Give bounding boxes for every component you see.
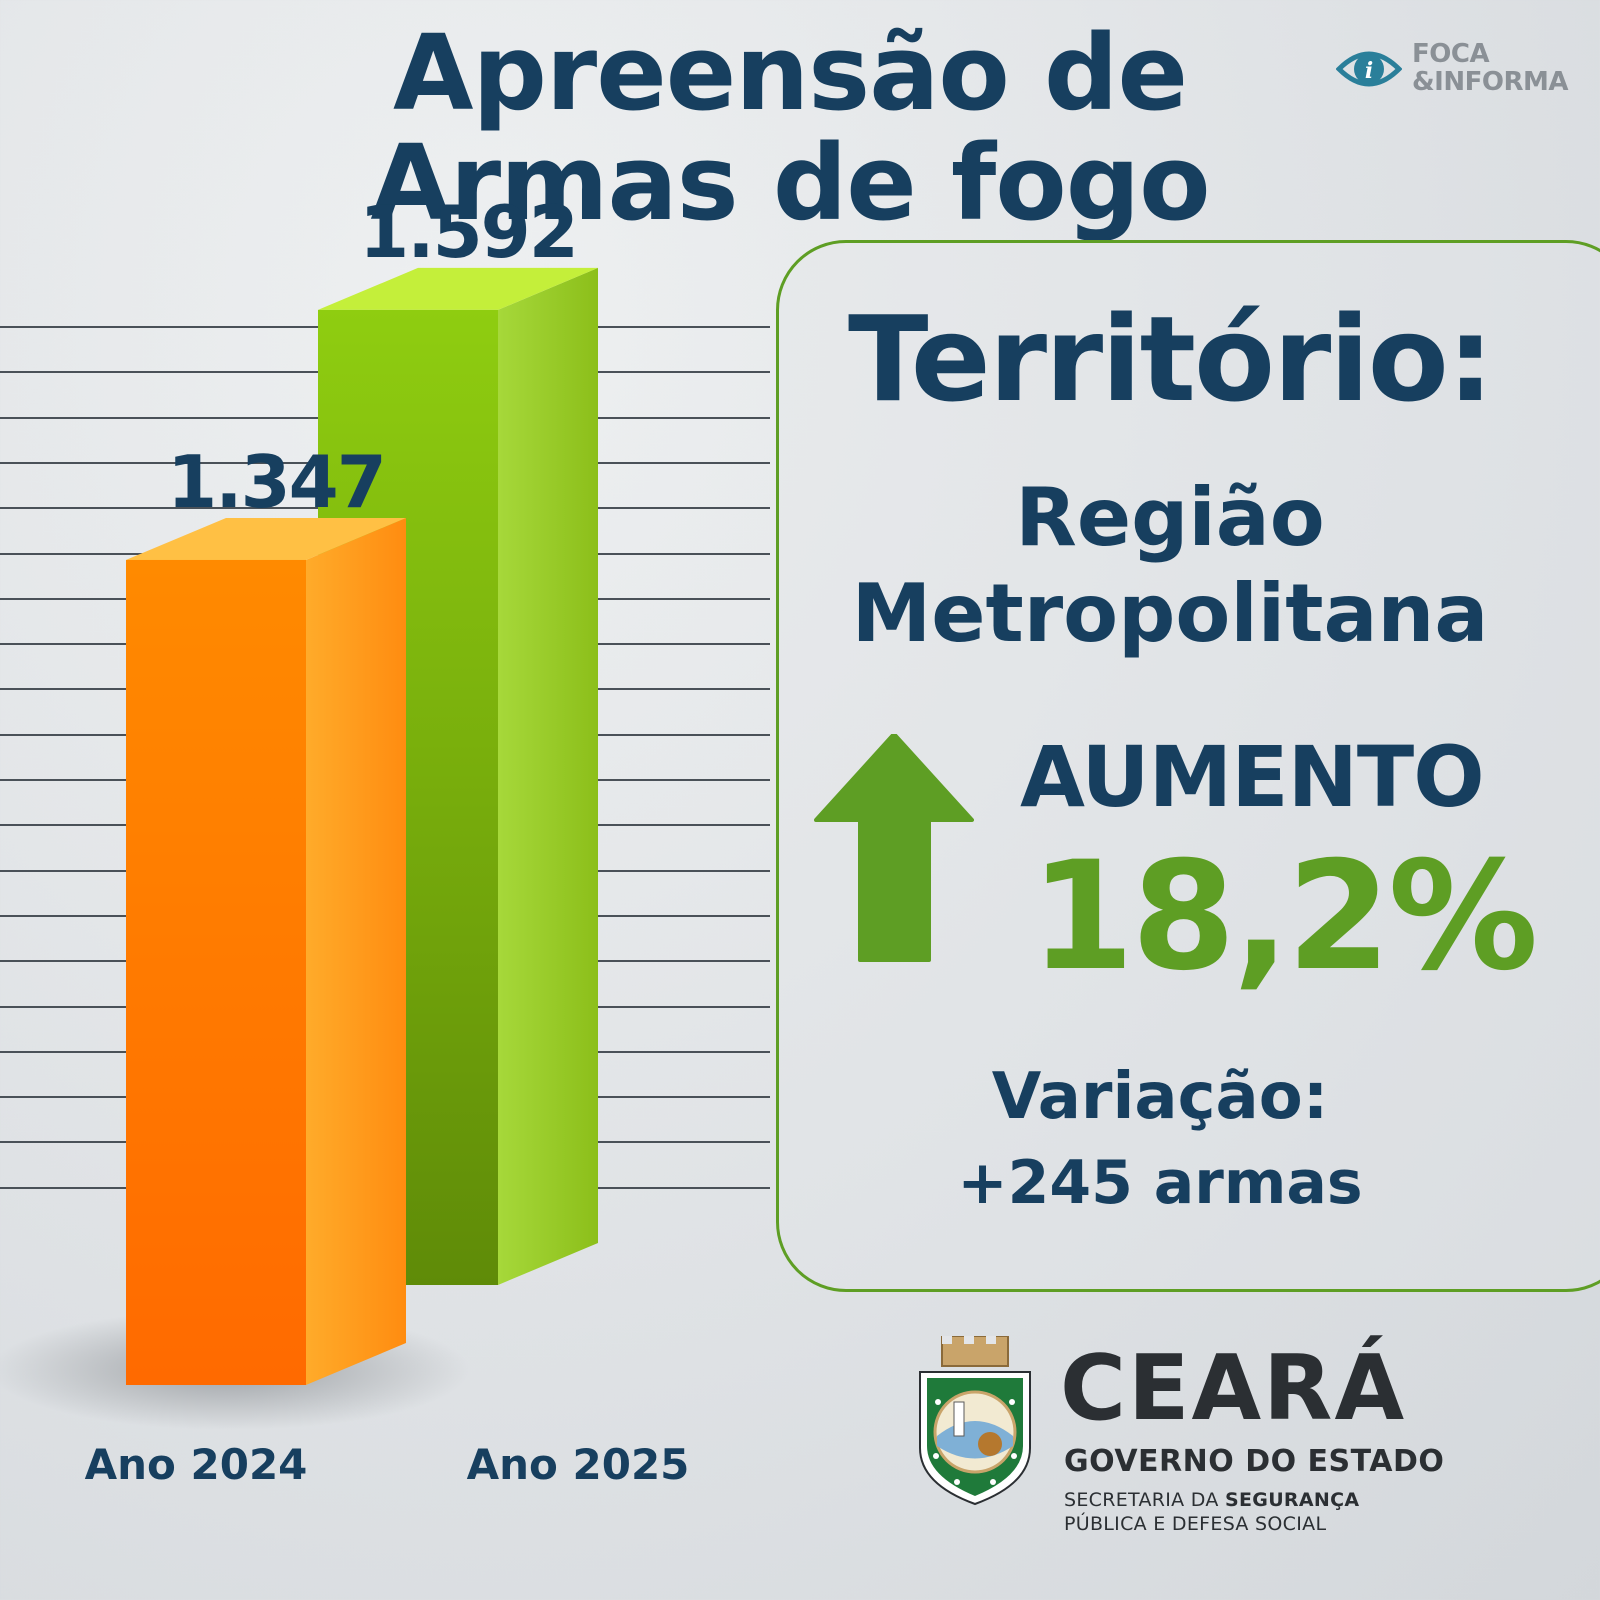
trend-label: AUMENTO [1020, 728, 1485, 826]
bar-chart [0, 267, 598, 1430]
region-line-1: Região [1015, 471, 1325, 564]
brand-name: FOCA &INFORMA [1412, 39, 1569, 97]
bar-value-label: 1.592 [359, 189, 579, 274]
bar-side-face [306, 517, 406, 1385]
svg-text:i: i [1365, 58, 1373, 84]
secretaria-line-2: PÚBLICA E DEFESA SOCIAL [1064, 1513, 1327, 1535]
variation-label: Variação: [991, 1060, 1329, 1134]
panel-heading: Território: [847, 290, 1494, 428]
title-line-2: Armas de fogo [370, 122, 1210, 244]
government-label: GOVERNO DO ESTADO [1064, 1444, 1445, 1479]
secretaria-bold: SEGURANÇA [1225, 1489, 1360, 1511]
bar-top-face [126, 517, 406, 560]
secretaria-label: SECRETARIA DA SEGURANÇA PÚBLICA E DEFESA… [1064, 1488, 1359, 1536]
region-name: Região Metropolitana [790, 470, 1550, 662]
variation-value: +245 armas [957, 1148, 1363, 1218]
bar-ano-2024 [126, 517, 406, 1385]
up-arrow-icon [814, 734, 974, 962]
brand-line-1: FOCA [1412, 39, 1490, 69]
bar-side-face [498, 267, 598, 1285]
trend-percent: 18,2% [1030, 830, 1538, 1004]
bar-front-face [126, 559, 306, 1385]
page-title: Apreensão de Armas de fogo [300, 18, 1280, 238]
eye-info-icon: i [1336, 51, 1402, 87]
bar-ano-2025 [318, 267, 598, 1285]
secretaria-line-1: SECRETARIA DA SEGURANÇA [1064, 1488, 1359, 1512]
region-line-2: Metropolitana [851, 567, 1489, 660]
info-panel [776, 240, 1600, 1292]
bar-top-face [318, 267, 598, 310]
title-line-1: Apreensão de [392, 12, 1188, 134]
state-name: CEARÁ [1060, 1336, 1407, 1441]
category-label: Ano 2024 [84, 1440, 308, 1489]
state-crest-icon [919, 1336, 1031, 1506]
bar-value-label: 1.347 [167, 439, 387, 524]
secretaria-prefix: SECRETARIA DA [1064, 1489, 1219, 1511]
foca-informa-logo: i FOCA &INFORMA [1336, 36, 1586, 106]
category-label: Ano 2025 [466, 1440, 690, 1489]
brand-line-2: &INFORMA [1412, 67, 1569, 97]
